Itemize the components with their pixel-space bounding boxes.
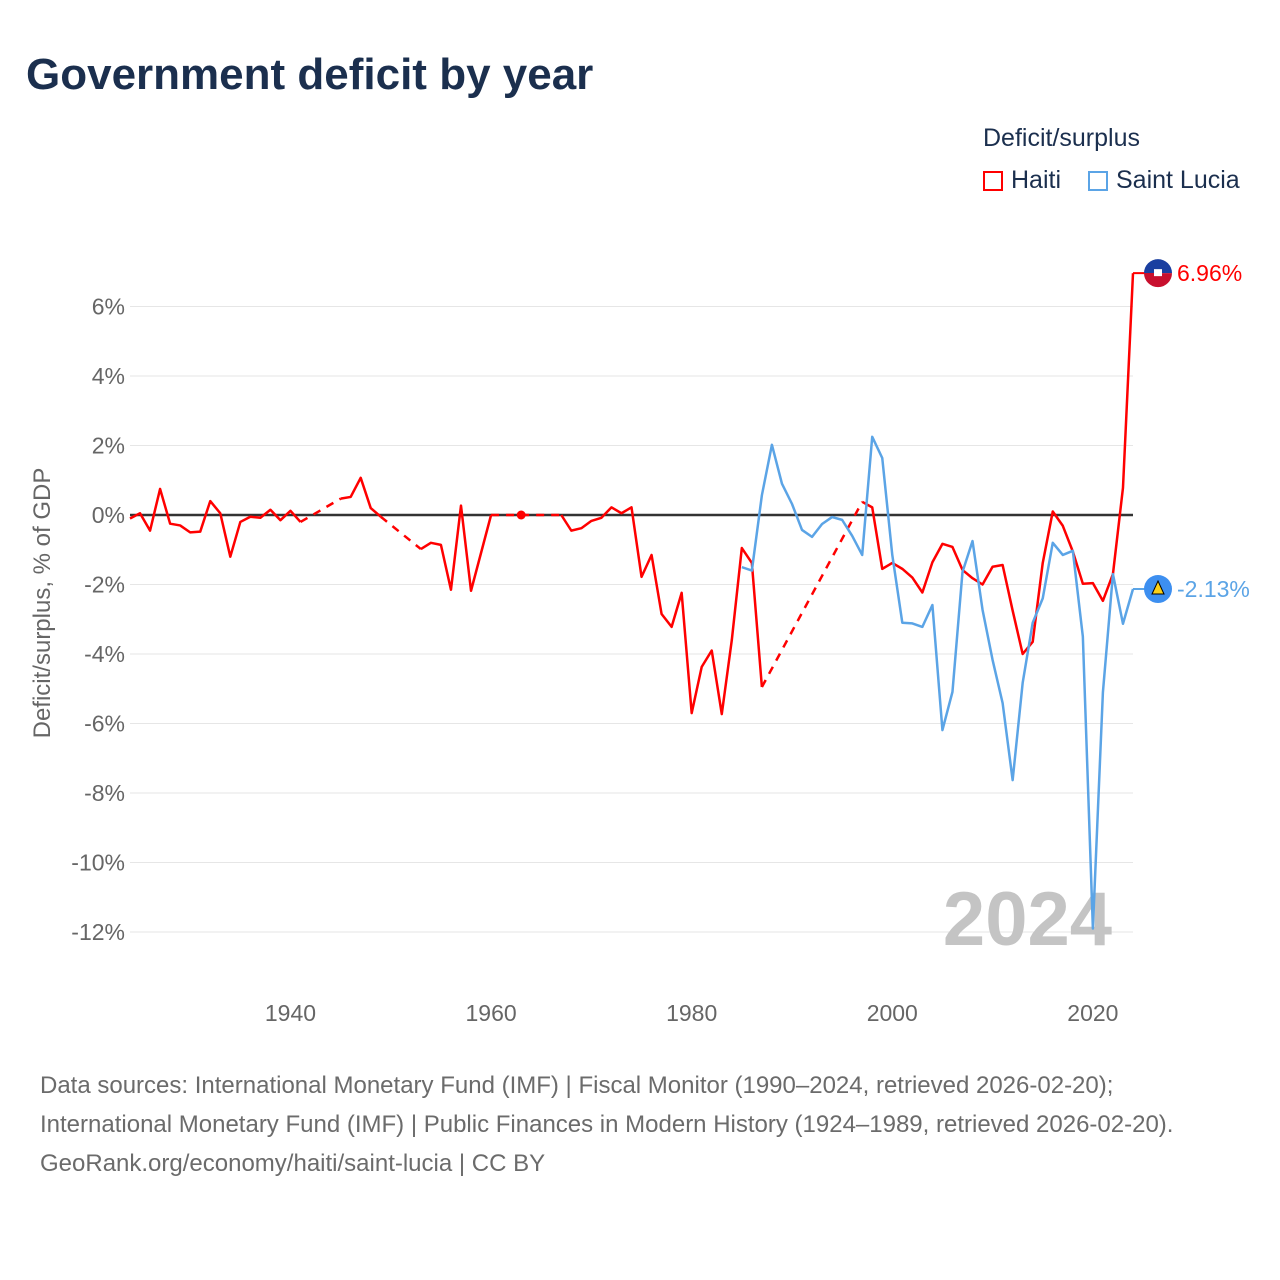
end-value-label: 6.96% [1177,260,1242,286]
y-tick-label: -6% [84,711,125,737]
y-tick-label: 0% [92,502,125,528]
end-value-label: -2.13% [1177,576,1250,602]
series-line-saint-lucia [741,435,1135,930]
y-tick-label: -8% [84,780,125,806]
legend-swatch-saint-lucia [1088,170,1108,191]
y-tick-label: 2% [92,433,125,459]
gap-connector [379,515,422,551]
x-tick-label: 2000 [867,1000,918,1026]
flag-top [1144,259,1172,274]
flag-emblem [1154,269,1162,277]
data-point [516,510,526,520]
y-tick-label: 6% [92,294,125,320]
series-line-haiti [420,504,493,593]
x-tick-label: 1980 [666,1000,717,1026]
legend-swatch-haiti [983,170,1003,191]
legend-label-haiti: Haiti [1011,166,1062,194]
legend-item-haiti[interactable]: Haiti [983,166,1061,195]
current-year-label: 2024 [943,877,1112,962]
gap-connector [299,497,342,524]
x-tick-label: 2020 [1067,1000,1118,1026]
x-tick-label: 1940 [265,1000,316,1026]
series-line-haiti [560,506,764,716]
y-axis-title: Deficit/surplus, % of GDP [29,468,56,739]
series-line-haiti [861,273,1135,656]
source-line-2: International Monetary Fund (IMF) | Publ… [40,1111,1174,1138]
line-chart: 6% 4% 2% 0% -2% -4% -6% -8% -10% -12% 1940 1960 1980… [29,259,1250,1026]
gap-connector [760,501,864,688]
saint-lucia-flag-icon [1144,575,1172,604]
haiti-flag-icon [1144,259,1172,288]
chart-title: Government deficit by year [26,50,594,99]
series-line-haiti [340,476,382,518]
y-tick-label: -10% [71,850,125,876]
y-tick-label: -2% [84,572,125,598]
source-line-1: Data sources: International Monetary Fun… [40,1072,1114,1099]
legend-title: Deficit/surplus [983,124,1140,152]
flag-triangle [1151,579,1165,595]
flag-bottom [1144,273,1172,288]
series-line-haiti [129,487,302,558]
legend-item-saint-lucia[interactable]: Saint Lucia [1088,166,1240,195]
legend-label-saint-lucia: Saint Lucia [1116,166,1240,194]
footer-sources: Data sources: International Monetary Fun… [40,1066,1240,1183]
y-tick-label: -12% [71,919,125,945]
attribution-link[interactable]: GeoRank.org/economy/haiti/saint-lucia | … [40,1150,546,1177]
x-tick-label: 1960 [465,1000,516,1026]
y-tick-label: 4% [92,363,125,389]
y-tick-label: -4% [84,641,125,667]
